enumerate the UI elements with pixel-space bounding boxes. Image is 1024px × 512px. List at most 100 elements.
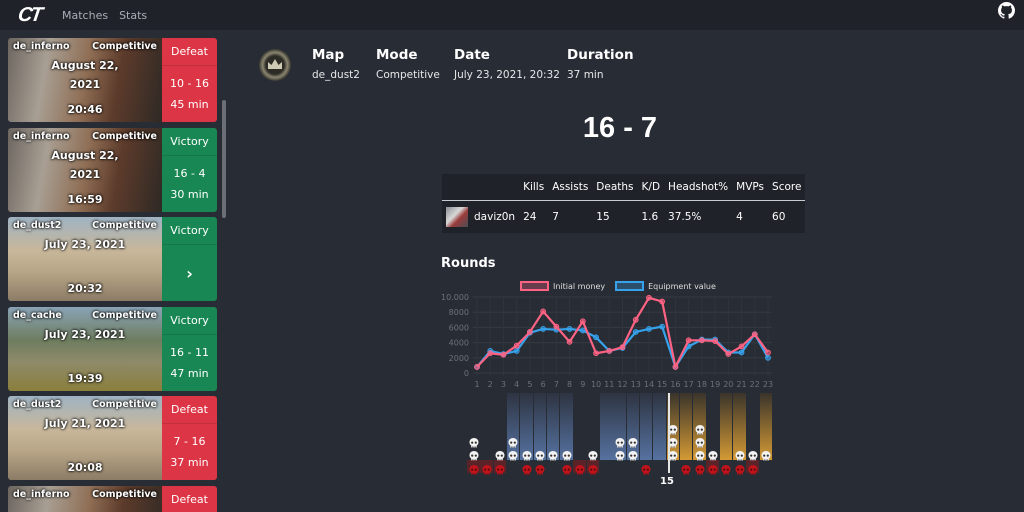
col-kd: K/D: [637, 174, 665, 201]
svg-text:2000: 2000: [449, 354, 469, 363]
round-column[interactable]: [560, 393, 573, 460]
match-list-sidebar: de_inferno Competitive August 22, 2021 2…: [0, 30, 232, 512]
match-date: August 22, 2021: [51, 59, 119, 91]
round-column[interactable]: [600, 393, 613, 460]
round-column[interactable]: [533, 393, 547, 460]
match-date: August 22, 2021: [51, 148, 119, 181]
legend-initial-money[interactable]: Initial money: [520, 281, 605, 291]
match-mode: Competitive: [92, 309, 157, 321]
kill-skull-icon: [735, 447, 745, 461]
kill-skull-icon: [495, 447, 505, 461]
svg-text:19: 19: [710, 380, 720, 389]
death-skull-icon: [482, 461, 492, 475]
col-headshot: Headshot%: [664, 174, 733, 201]
match-score: 7 - 16: [173, 435, 206, 448]
legend-swatch-initial-money: [520, 281, 549, 291]
match-card[interactable]: de_inferno Competitive Defeat: [8, 485, 217, 512]
kill-skull-icon: [562, 447, 572, 461]
death-skull-icon: [575, 461, 585, 475]
match-card[interactable]: de_dust2 Competitive July 23, 2021 20:32…: [8, 217, 217, 301]
death-skull-icon: [535, 461, 545, 475]
map-thumbnail: de_inferno Competitive: [8, 485, 162, 512]
death-skull-icon: [641, 461, 651, 475]
match-card[interactable]: de_dust2 Competitive July 21, 2021 20:08…: [8, 396, 217, 480]
svg-text:15: 15: [657, 380, 667, 389]
match-card[interactable]: de_inferno Competitive August 22, 2021 1…: [8, 127, 217, 212]
github-icon[interactable]: [998, 2, 1015, 19]
svg-text:3: 3: [501, 380, 506, 389]
death-skull-icon: [522, 461, 532, 475]
match-mode: Competitive: [92, 220, 157, 231]
date-info: Date July 23, 2021, 20:32: [454, 47, 560, 81]
round-column[interactable]: [719, 393, 733, 460]
round-column[interactable]: [679, 393, 693, 460]
duration-info: Duration 37 min: [567, 47, 634, 81]
nav-link-stats[interactable]: Stats: [119, 8, 148, 22]
svg-text:21: 21: [736, 380, 746, 389]
match-date: July 23, 2021: [44, 327, 126, 341]
match-card[interactable]: de_inferno Competitive August 22, 2021 2…: [8, 38, 217, 122]
svg-text:2: 2: [488, 380, 493, 389]
match-card[interactable]: de_cache Competitive July 23, 2021 19:39…: [8, 306, 217, 391]
svg-text:10.000: 10.000: [441, 293, 469, 302]
svg-text:14: 14: [644, 380, 654, 389]
half-time-divider: [668, 393, 670, 473]
match-score: 10 - 16: [170, 77, 209, 90]
player-stats-table: Kills Assists Deaths K/D Headshot% MVPs …: [442, 174, 806, 233]
svg-text:6: 6: [541, 380, 546, 389]
cell-score: 60: [772, 210, 786, 223]
rounds-heading: Rounds: [441, 256, 496, 271]
match-map-name: de_dust2: [13, 399, 62, 410]
nav-link-matches[interactable]: Matches: [62, 8, 109, 22]
legend-label-equipment-value: Equipment value: [648, 281, 716, 291]
kill-skull-icon: [588, 447, 598, 461]
col-kills: Kills: [519, 174, 549, 201]
col-score: Score: [768, 174, 806, 201]
map-info: Map de_dust2: [312, 47, 360, 81]
match-result-label: Defeat: [162, 486, 217, 512]
player-name: daviz0n: [474, 210, 516, 223]
cell-headshot: 37.5%: [668, 210, 702, 223]
map-thumbnail: de_inferno Competitive August 22, 2021 2…: [8, 38, 162, 122]
chart-legend: Initial money Equipment value: [520, 281, 716, 291]
map-label: Map: [312, 47, 345, 63]
map-thumbnail: de_dust2 Competitive July 23, 2021 20:32: [8, 217, 162, 301]
sidebar-scrollbar[interactable]: [222, 100, 226, 218]
round-column[interactable]: [573, 393, 586, 460]
svg-text:8: 8: [567, 380, 572, 389]
col-assists: Assists: [548, 174, 593, 201]
match-map-name: de_dust2: [13, 220, 62, 231]
svg-text:10: 10: [591, 380, 601, 389]
kill-skull-icon: [761, 447, 771, 461]
match-time: 19:39: [67, 371, 103, 385]
mode-label: Mode: [376, 47, 418, 63]
svg-text:9: 9: [580, 380, 585, 389]
kill-skull-icon: [615, 434, 625, 448]
legend-label-initial-money: Initial money: [553, 281, 606, 291]
round-column[interactable]: [653, 393, 666, 460]
round-column[interactable]: [520, 393, 533, 460]
svg-text:18: 18: [697, 380, 707, 389]
round-outcome-timeline: [466, 393, 776, 491]
col-player: [442, 174, 520, 201]
svg-text:12: 12: [617, 380, 627, 389]
svg-text:22: 22: [750, 380, 760, 389]
match-result-panel: Victory 16 - 11 47 min: [162, 306, 217, 391]
round-column[interactable]: [480, 393, 493, 460]
app-logo[interactable]: CT: [16, 3, 43, 26]
svg-text:23: 23: [763, 380, 773, 389]
legend-equipment-value[interactable]: Equipment value: [615, 281, 716, 291]
svg-text:7: 7: [554, 380, 559, 389]
death-skull-icon: [748, 461, 758, 475]
match-result-label: Victory: [162, 217, 217, 245]
round-column[interactable]: [733, 393, 746, 460]
match-map-name: de_inferno: [13, 130, 70, 142]
match-mode: Competitive: [92, 41, 157, 52]
round-column[interactable]: [759, 393, 773, 460]
match-time: 20:08: [67, 461, 103, 474]
round-column[interactable]: [546, 393, 560, 460]
kill-skull-icon: [695, 434, 705, 448]
round-column[interactable]: [639, 393, 653, 460]
kill-skull-icon: [548, 447, 558, 461]
